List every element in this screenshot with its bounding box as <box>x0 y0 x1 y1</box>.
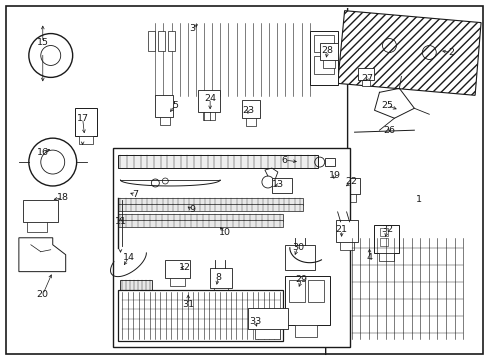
Bar <box>380 228 387 236</box>
Bar <box>324 158 334 166</box>
Bar <box>118 198 302 205</box>
Bar <box>379 253 394 261</box>
Bar <box>339 242 353 250</box>
Bar <box>357 68 373 80</box>
Text: 29: 29 <box>295 275 307 284</box>
Bar <box>307 280 323 302</box>
Bar <box>112 148 349 347</box>
Bar <box>322 60 334 68</box>
Text: 8: 8 <box>215 273 221 282</box>
Text: 1: 1 <box>415 195 422 204</box>
Bar <box>27 222 47 232</box>
Text: 15: 15 <box>37 38 49 47</box>
Bar <box>23 200 58 222</box>
Bar <box>203 112 215 120</box>
Text: 31: 31 <box>182 300 194 309</box>
Text: 27: 27 <box>361 74 373 83</box>
Bar <box>288 280 304 302</box>
Bar <box>343 194 355 202</box>
Text: 12: 12 <box>179 263 191 272</box>
Text: 32: 32 <box>381 225 393 234</box>
Bar <box>335 220 357 242</box>
Bar <box>118 289 282 341</box>
Bar <box>158 31 165 50</box>
FancyBboxPatch shape <box>337 224 474 349</box>
Text: 7: 7 <box>132 190 138 199</box>
Bar <box>285 276 329 325</box>
Text: 21: 21 <box>335 225 347 234</box>
Text: 10: 10 <box>219 228 231 237</box>
Bar <box>118 214 282 221</box>
Text: 6: 6 <box>281 156 287 165</box>
Text: 23: 23 <box>242 106 254 115</box>
Text: 11: 11 <box>114 217 126 226</box>
Bar <box>170 278 185 285</box>
Text: 30: 30 <box>291 243 303 252</box>
Bar <box>339 178 359 194</box>
Text: 16: 16 <box>37 148 49 157</box>
Bar <box>374 225 399 253</box>
Bar <box>118 220 282 227</box>
Bar <box>79 136 92 144</box>
Text: 25: 25 <box>381 101 393 110</box>
Bar <box>160 117 170 125</box>
Text: 20: 20 <box>37 290 49 299</box>
Text: 4: 4 <box>366 253 372 262</box>
Bar <box>247 307 287 329</box>
Bar <box>313 35 333 53</box>
FancyBboxPatch shape <box>137 18 317 101</box>
Bar <box>271 178 291 193</box>
Bar <box>214 288 227 296</box>
FancyBboxPatch shape <box>15 21 86 86</box>
Text: 26: 26 <box>383 126 395 135</box>
Bar <box>329 165 347 179</box>
Bar <box>75 108 96 136</box>
Bar <box>118 155 317 168</box>
Bar <box>242 100 260 118</box>
Text: 2: 2 <box>447 48 453 57</box>
Bar <box>313 57 333 75</box>
Text: 33: 33 <box>248 317 261 326</box>
Bar <box>148 31 155 50</box>
Bar <box>118 204 302 211</box>
Polygon shape <box>19 238 65 272</box>
Bar <box>254 329 279 339</box>
Text: 3: 3 <box>189 24 195 33</box>
Bar <box>120 280 152 298</box>
Text: 5: 5 <box>172 101 178 110</box>
Bar <box>210 268 232 288</box>
Bar <box>155 95 173 117</box>
Text: 22: 22 <box>345 177 357 186</box>
Bar <box>245 118 255 126</box>
Text: 19: 19 <box>328 171 340 180</box>
Text: 18: 18 <box>57 193 68 202</box>
Bar <box>380 238 387 246</box>
Text: 17: 17 <box>77 114 88 123</box>
Bar <box>309 31 337 85</box>
Bar <box>198 90 220 112</box>
Text: 13: 13 <box>271 180 284 189</box>
Bar <box>165 260 190 278</box>
Bar <box>333 179 343 185</box>
Bar <box>361 80 369 86</box>
Bar <box>294 325 316 337</box>
Polygon shape <box>337 11 480 95</box>
FancyBboxPatch shape <box>136 21 168 94</box>
Text: 14: 14 <box>122 253 134 262</box>
Text: 24: 24 <box>203 94 216 103</box>
Bar <box>285 245 314 270</box>
Bar <box>168 31 175 50</box>
FancyBboxPatch shape <box>16 132 89 196</box>
Text: 28: 28 <box>321 46 333 55</box>
Bar <box>319 42 337 60</box>
Text: 9: 9 <box>189 206 195 215</box>
